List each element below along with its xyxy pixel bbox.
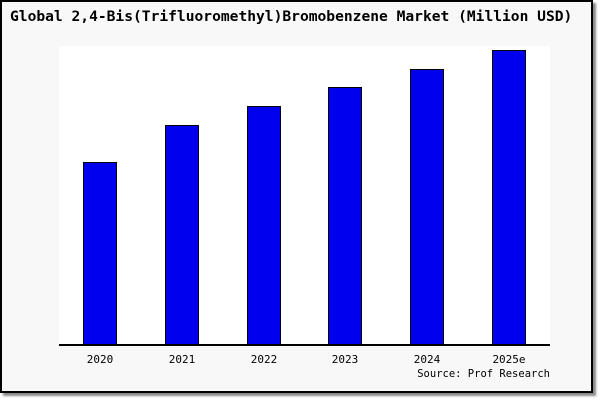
bar-2024	[410, 69, 444, 344]
x-tick-label-2022: 2022	[250, 353, 278, 366]
bar-2022	[247, 106, 281, 344]
source-credit: Source: Prof Research	[417, 368, 550, 380]
bar-2020	[83, 162, 117, 344]
x-tick-label-2020: 2020	[86, 353, 114, 366]
chart-window: Global 2,4-Bis(Trifluoromethyl)Bromobenz…	[0, 0, 593, 393]
x-tick-label-2023: 2023	[331, 353, 359, 366]
x-tick-label-2024: 2024	[413, 353, 441, 366]
x-tick-label-2025e: 2025e	[492, 353, 526, 366]
x-axis: 2020 2021 2022 2023 2024 2025e	[59, 353, 550, 369]
chart-title: Global 2,4-Bis(Trifluoromethyl)Bromobenz…	[10, 8, 573, 25]
plot-area	[59, 46, 550, 346]
bar-2021	[165, 125, 199, 344]
bar-2023	[328, 87, 362, 344]
bar-2025e	[492, 50, 526, 344]
x-tick-label-2021: 2021	[168, 353, 196, 366]
